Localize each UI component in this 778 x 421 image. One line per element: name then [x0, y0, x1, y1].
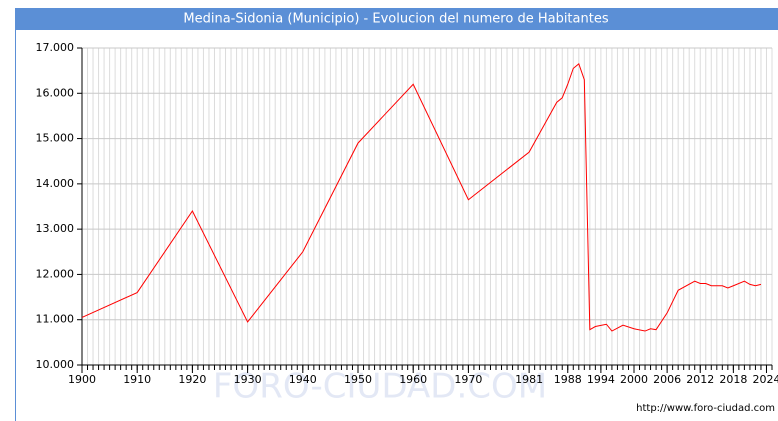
x-tick-label: 1981	[515, 373, 543, 386]
y-tick-label: 13.000	[36, 222, 75, 235]
x-tick-label: 1920	[178, 373, 206, 386]
y-tick-label: 16.000	[36, 86, 75, 99]
y-tick-label: 11.000	[36, 313, 75, 326]
x-tick-label: 1994	[587, 373, 615, 386]
y-tick-label: 14.000	[36, 177, 75, 190]
x-tick-label: 2006	[653, 373, 681, 386]
x-tick-label: 2000	[620, 373, 648, 386]
y-tick-label: 10.000	[36, 358, 75, 371]
x-tick-label: 1960	[399, 373, 427, 386]
y-tick-label: 12.000	[36, 267, 75, 280]
x-tick-label: 1900	[68, 373, 96, 386]
watermark: FORO-CIUDAD.COM	[213, 367, 547, 407]
x-tick-label: 2024	[752, 373, 778, 386]
source: http://www.foro-ciudad.com	[636, 403, 775, 414]
y-tick-label: 17.000	[36, 41, 75, 54]
x-tick-label: 1970	[454, 373, 482, 386]
chart-title: Medina-Sidonia (Municipio) - Evolucion d…	[183, 12, 608, 27]
x-tick-label: 1950	[344, 373, 372, 386]
title-bar	[15, 8, 778, 30]
y-tick-label: 15.000	[36, 132, 75, 145]
x-tick-label: 2012	[686, 373, 714, 386]
x-tick-label: 1988	[554, 373, 582, 386]
x-tick-label: 2018	[719, 373, 747, 386]
data-line	[81, 63, 762, 332]
x-tick-label: 1930	[234, 373, 262, 386]
x-tick-label: 1940	[289, 373, 317, 386]
x-tick-label: 1910	[123, 373, 151, 386]
